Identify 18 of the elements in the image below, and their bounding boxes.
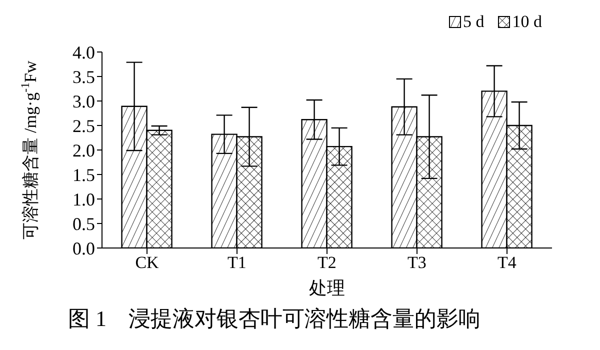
y-tick-label: 3.0 [72,91,95,112]
x-tick-label: T4 [498,253,517,272]
x-tick-label: T3 [408,253,426,272]
y-tick-label: 2.5 [72,116,95,136]
y-tick-label: 1.5 [72,164,95,185]
y-tick-label: 0.0 [72,238,95,258]
x-tick-label: T2 [318,253,336,272]
y-tick-label: 3.5 [72,66,95,87]
y-tick-label: 2.0 [72,140,95,160]
legend-label: 10 d [511,12,542,32]
y-tick-label: 4.0 [72,42,95,62]
y-tick-label: 1.0 [72,189,95,210]
x-tick-label: CK [135,253,160,272]
text: 图 1 浸提液对银杏叶可溶性糖含量的影响 [68,305,482,333]
legend-label: 5 d [462,12,484,32]
x-axis-title: 处理 [309,278,345,298]
y-tick-label: 0.5 [72,214,95,234]
x-tick-label: T1 [228,253,246,272]
